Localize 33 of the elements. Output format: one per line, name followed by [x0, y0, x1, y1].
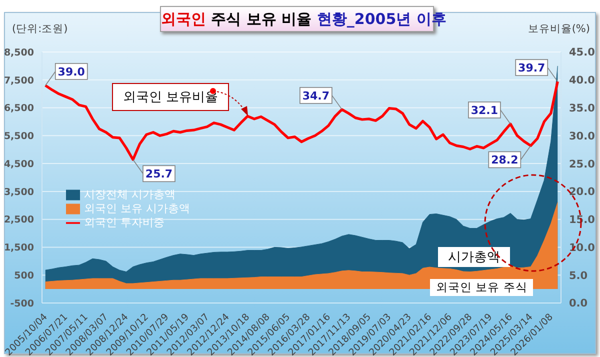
y-tick-label: 8,500 — [4, 47, 34, 58]
y2-axis-title: 보유비율(%) — [528, 22, 590, 36]
legend-label: 시장전체 시가총액 — [84, 188, 176, 202]
data-label: 39.0 — [58, 65, 86, 78]
y2-tick-label: 5.0 — [569, 270, 588, 282]
data-label: 25.7 — [145, 168, 173, 181]
y2-tick-label: 35.0 — [569, 102, 595, 115]
y2-tick-label: 45.0 — [569, 46, 595, 59]
y-tick-label: 4,500 — [4, 158, 34, 170]
y2-tick-label: 0.0 — [569, 298, 588, 310]
data-label: 28.2 — [491, 154, 518, 167]
y-tick-label: 7,500 — [4, 75, 34, 86]
y2-tick-label: 25.0 — [569, 158, 595, 170]
data-label: 39.7 — [518, 62, 546, 75]
y2-tick-label: 30.0 — [569, 130, 595, 142]
chart-title: 외국인 주식 보유 비율 현황_2005년 이후 — [161, 10, 446, 28]
y-tick-label: 2,500 — [4, 214, 34, 226]
y-tick-label: 3,500 — [4, 186, 34, 198]
y2-tick-label: 40.0 — [569, 74, 595, 87]
annotation: 외국인 보유비율 — [112, 83, 230, 111]
y-axis-title: (단위:조원) — [12, 22, 68, 36]
annotation: 시가총액 — [438, 247, 510, 267]
annotation: 외국인 보유 주식 — [430, 279, 534, 296]
y-tick-label: 6,500 — [4, 103, 34, 114]
y-tick-label: 5,500 — [4, 131, 34, 142]
legend-label: 외국인 투자비중 — [84, 216, 164, 230]
y-tick-label: -500 — [10, 298, 34, 310]
legend-label: 외국인 보유 시가총액 — [84, 202, 190, 216]
data-label: 34.7 — [302, 89, 330, 102]
y-tick-label: 500 — [14, 270, 34, 282]
data-label: 32.1 — [470, 104, 498, 117]
y-tick-label: 1,500 — [4, 242, 34, 254]
y2-tick-label: 20.0 — [569, 186, 595, 198]
